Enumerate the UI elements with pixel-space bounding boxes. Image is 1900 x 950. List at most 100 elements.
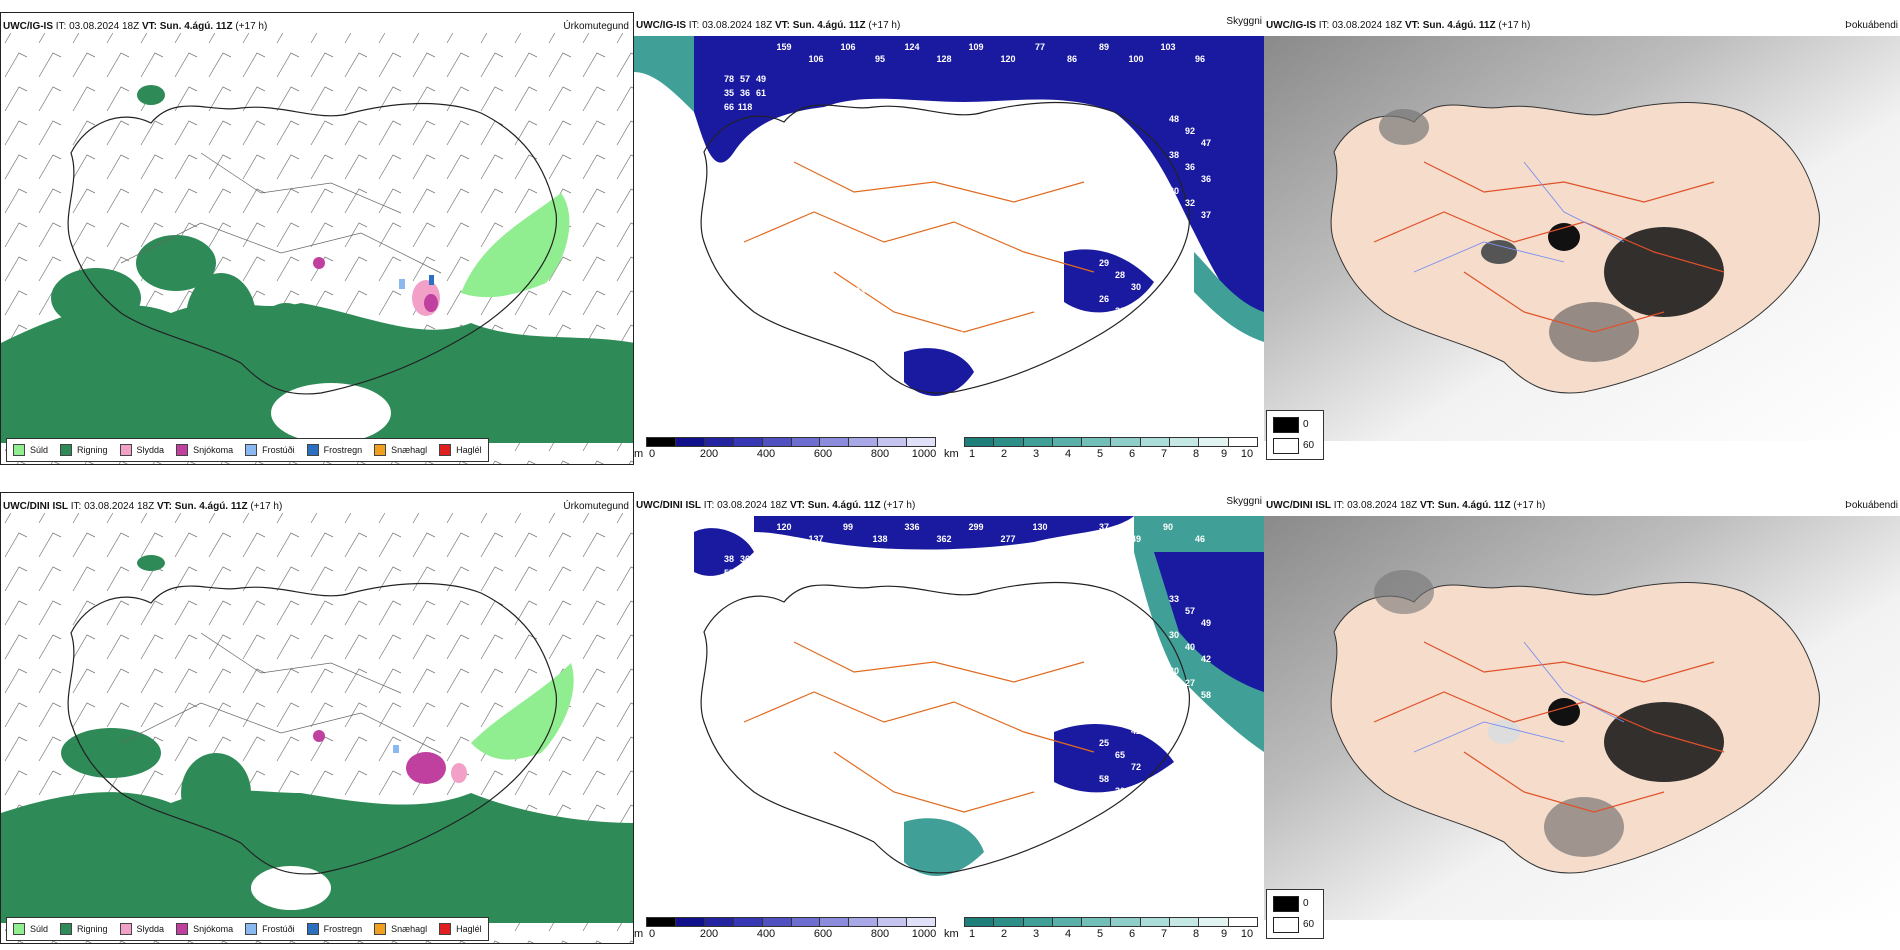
visibility-value-label: 336 [904,522,919,532]
visibility-value-label: 137 [808,534,823,544]
visibility-value-label: 37 [1099,522,1109,532]
visibility-value-label: 83 [1115,714,1125,724]
legend-swatch [245,923,258,935]
colorbar-segment [1052,918,1083,926]
fog-legend-swatch [1273,417,1299,433]
visibility-value-label: 38 [1169,150,1179,160]
visibility-value-label: 27 [1131,246,1141,256]
colorbar-segment [878,918,908,926]
visibility-value-label: 30 [1115,786,1125,796]
panel-header: UWC/IG-IS IT: 03.08.2024 18Z VT: Sun. 4.… [636,20,901,31]
visibility-value-label: 299 [968,522,983,532]
legend-swatch [13,444,25,456]
visibility-value-label: 92 [1185,126,1195,136]
colorbar-segment [675,918,705,926]
legend-swatch [13,923,25,935]
legend-item: Snæhagl [374,923,427,935]
colorbar-segment [762,438,792,446]
visibility-value-label: 86 [1067,54,1077,64]
legend-item: Snjókoma [176,444,233,456]
fog-legend-swatch [1273,438,1299,454]
colorbar-segment [1052,438,1083,446]
colorbar-segment [733,438,763,446]
colorbar-segment [1228,438,1257,446]
colorbar-segment [675,438,705,446]
visibility-value-label: 55 [967,264,977,274]
visibility-value-label: 65 [1115,750,1125,760]
visibility-value-label: 61 [756,88,766,98]
colorbar-segment [1228,918,1257,926]
visibility-value-label: 128 [936,54,951,64]
colorbar-segment [965,918,995,926]
visibility-value-label: 101 [753,568,768,578]
precip-map [1,493,633,943]
visibility-value-label: 362 [936,534,951,544]
visibility-value-label: 26 [1099,294,1109,304]
visibility-value-label: 30 [1169,186,1179,196]
panel-title: Þokuábendi [1845,20,1898,31]
visibility-value-label: 58 [1099,774,1109,784]
legend-swatch [176,444,189,456]
visibility-value-label: 58 [999,308,1009,318]
panel-header: UWC/IG-IS IT: 03.08.2024 18Z VT: Sun. 4.… [1266,20,1531,31]
visibility-value-label: 77 [1035,42,1045,52]
visibility-value-label: 30 [1169,630,1179,640]
visibility-panel-igis: UWC/IG-IS IT: 03.08.2024 18Z VT: Sun. 4.… [634,12,1264,465]
visibility-value-label: 42 [1201,654,1211,664]
colorbar-segment [994,918,1024,926]
visibility-value-label: 29 [1099,258,1109,268]
colorbar-segment [1023,438,1053,446]
visibility-value-label: 33 [1115,306,1125,316]
legend-item: Frostregn [306,923,362,935]
panel-header: UWC/DINI ISL IT: 03.08.2024 18Z VT: Sun.… [636,500,916,511]
panel-header: UWC/IG-IS IT: 03.08.2024 18Z VT: Sun. 4.… [3,21,268,32]
visibility-value-label: 100 [1128,54,1143,64]
colorbar-segment [1140,918,1171,926]
visibility-value-label: 106 [840,42,855,52]
fog-panel-dini: UWC/DINI ISL IT: 03.08.2024 18Z VT: Sun.… [1264,492,1900,944]
colorbar-segment [1199,918,1229,926]
panel-title: Þokuábendi [1845,500,1898,511]
precip-legend: Súld Rigning Slydda Snjókoma Frostúði Fr… [6,438,489,462]
legend-item: Súld [13,923,48,935]
legend-item: Súld [13,444,48,456]
visibility-value-label: 33 [855,286,865,296]
panel-title: Úrkomutegund [563,501,629,512]
visibility-value-label: 60 [1169,702,1179,712]
colorbar-segment [820,918,850,926]
legend-item: Frostregn [306,444,362,456]
colorbar-segment [849,438,879,446]
visibility-value-label: 57 [740,74,750,84]
colorbar-segment [1140,438,1171,446]
visibility-value-label: 118 [738,102,753,112]
fog-panel-igis: UWC/IG-IS IT: 03.08.2024 18Z VT: Sun. 4.… [1264,12,1900,465]
visibility-value-label: 48 [1169,114,1179,124]
visibility-value-label: 74 [1031,264,1041,274]
colorbar-segment [849,918,879,926]
colorbar-segment [1199,438,1229,446]
visibility-value-label: 36 [740,88,750,98]
colorbar-segment [965,438,995,446]
visibility-value-label: 49 [1131,534,1141,544]
visibility-value-label: 25 [1099,738,1109,748]
visibility-value-label: 72 [1131,762,1141,772]
legend-swatch [374,923,387,935]
legend-swatch [119,444,132,456]
panel-title: Skyggni [1226,496,1262,507]
precip-legend: Súld Rigning Slydda Snjókoma Frostúði Fr… [6,917,489,941]
colorbar-segment [994,438,1024,446]
colorbar-segment [1023,918,1053,926]
colorbar-segment [1082,918,1112,926]
visibility-value-label: 159 [776,42,791,52]
visibility-value-label: 30 [1169,666,1179,676]
colorbar-segment [907,918,936,926]
visibility-value-label: 58 [1201,690,1211,700]
visibility-value-label: 28 [1115,270,1125,280]
colorbar-segment [1170,918,1200,926]
colorbar-segment [878,438,908,446]
legend-item: Rigning [60,444,108,456]
colorbar-segment [1111,918,1141,926]
legend-item: Snæhagl [374,444,427,456]
visibility-value-label: 35 [724,88,734,98]
visibility-value-label: 103 [1160,42,1175,52]
